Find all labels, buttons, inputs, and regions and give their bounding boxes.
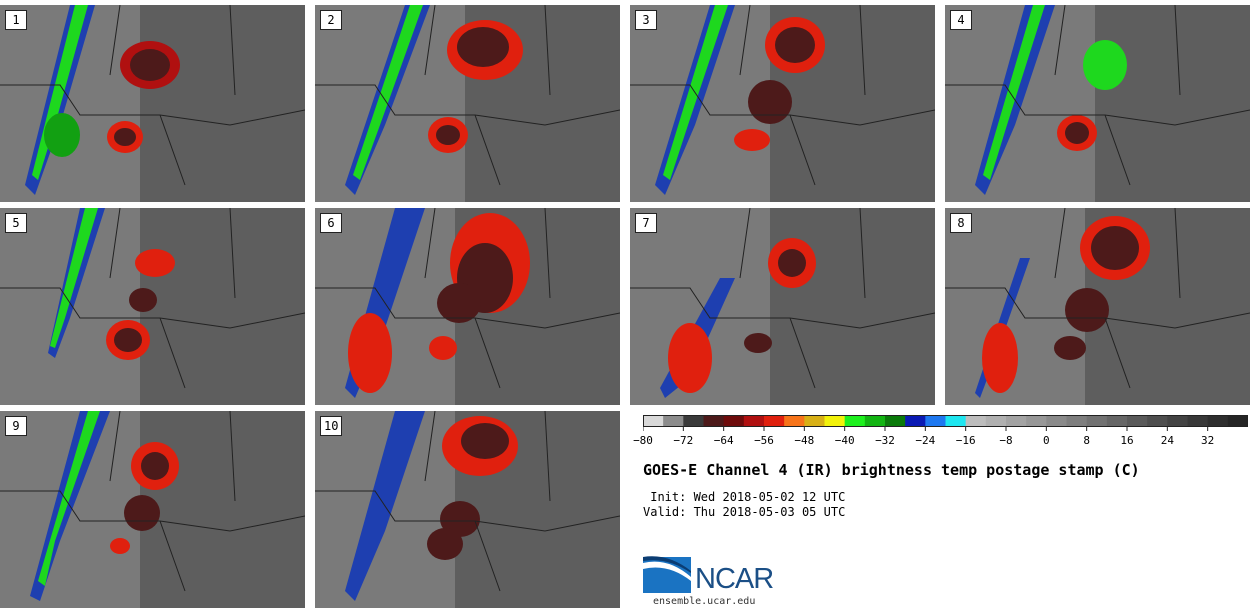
colorbar-tick-label: −16 bbox=[955, 434, 976, 447]
colorbar-tick-label: 32 bbox=[1201, 434, 1215, 447]
panel-number: 8 bbox=[950, 213, 972, 233]
colorbar-swatch bbox=[743, 415, 765, 427]
panel-number: 9 bbox=[5, 416, 27, 436]
colorbar-tick-label: −40 bbox=[834, 434, 855, 447]
colorbar-tick-label: −8 bbox=[999, 434, 1013, 447]
ensemble-panel-6: 6 bbox=[315, 208, 620, 405]
panel-number: 5 bbox=[5, 213, 27, 233]
temperature-colorbar bbox=[643, 415, 1248, 431]
colorbar-tick-label: −48 bbox=[794, 434, 815, 447]
ir-map bbox=[630, 208, 935, 405]
colorbar-tick-label: 0 bbox=[1043, 434, 1050, 447]
colorbar-tick-label: −24 bbox=[915, 434, 936, 447]
colorbar-tick-label: −80 bbox=[633, 434, 653, 447]
panel-number: 7 bbox=[635, 213, 657, 233]
panel-number: 2 bbox=[320, 10, 342, 30]
colorbar-swatch bbox=[663, 415, 684, 427]
colorbar-swatch bbox=[945, 415, 967, 427]
colorbar-swatch bbox=[885, 415, 906, 427]
colorbar-swatch bbox=[643, 415, 664, 427]
ensemble-panel-5: 5 bbox=[0, 208, 305, 405]
ir-map bbox=[0, 208, 305, 405]
ncar-wordmark: NCAR bbox=[695, 563, 774, 595]
ncar-url[interactable]: ensemble.ucar.edu bbox=[653, 596, 756, 607]
colorbar-swatch bbox=[1187, 415, 1209, 427]
colorbar-swatch bbox=[703, 415, 725, 427]
colorbar-swatch bbox=[985, 415, 1007, 427]
panel-number: 10 bbox=[320, 416, 343, 436]
figure-title: GOES-E Channel 4 (IR) brightness temp po… bbox=[643, 461, 1140, 479]
colorbar-swatch bbox=[1086, 415, 1108, 427]
colorbar-swatch bbox=[1147, 415, 1168, 427]
colorbar-tick-label: −32 bbox=[875, 434, 895, 447]
colorbar-swatch bbox=[1046, 415, 1067, 427]
panel-number: 3 bbox=[635, 10, 657, 30]
colorbar-tick-label: 8 bbox=[1083, 434, 1090, 447]
panel-number: 4 bbox=[950, 10, 972, 30]
colorbar-swatch bbox=[1127, 415, 1148, 427]
colorbar-swatch bbox=[1026, 415, 1047, 427]
ir-map bbox=[315, 411, 620, 608]
ensemble-panel-8: 8 bbox=[945, 208, 1250, 405]
colorbar-swatch bbox=[784, 415, 805, 427]
ncar-logo-icon bbox=[643, 556, 691, 593]
ensemble-panel-7: 7 bbox=[630, 208, 935, 405]
colorbar-swatch bbox=[844, 415, 866, 427]
ensemble-panel-1: 1 bbox=[0, 5, 305, 202]
colorbar-tick-label: −72 bbox=[673, 434, 694, 447]
colorbar-swatch bbox=[1207, 415, 1229, 427]
colorbar-tick-label: 16 bbox=[1120, 434, 1134, 447]
ensemble-panel-3: 3 bbox=[630, 5, 935, 202]
colorbar-swatch bbox=[1167, 415, 1188, 427]
colorbar-swatch bbox=[1106, 415, 1128, 427]
ir-map bbox=[945, 208, 1250, 405]
panel-number: 1 bbox=[5, 10, 27, 30]
init-time: Init: Wed 2018-05-02 12 UTC bbox=[643, 490, 846, 504]
colorbar-swatch bbox=[824, 415, 846, 427]
ir-map bbox=[315, 5, 620, 202]
panel-number: 6 bbox=[320, 213, 342, 233]
ensemble-panel-9: 9 bbox=[0, 411, 305, 608]
colorbar-swatch bbox=[1066, 415, 1088, 427]
ir-map bbox=[0, 5, 305, 202]
colorbar-tick-label: 24 bbox=[1160, 434, 1174, 447]
ensemble-panel-2: 2 bbox=[315, 5, 620, 202]
ir-map bbox=[0, 411, 305, 608]
colorbar-tick-label: −56 bbox=[754, 434, 774, 447]
colorbar-swatch bbox=[804, 415, 825, 427]
valid-time: Valid: Thu 2018-05-03 05 UTC bbox=[643, 505, 846, 519]
colorbar-swatch bbox=[1227, 415, 1248, 427]
ensemble-panel-10: 10 bbox=[315, 411, 620, 608]
colorbar-tick-label: −64 bbox=[713, 434, 734, 447]
colorbar-swatch bbox=[683, 415, 704, 427]
colorbar-swatch bbox=[925, 415, 946, 427]
colorbar-swatch bbox=[905, 415, 926, 427]
colorbar-swatch bbox=[965, 415, 987, 427]
colorbar-swatch bbox=[723, 415, 745, 427]
colorbar-swatch bbox=[764, 415, 785, 427]
ir-map bbox=[945, 5, 1250, 202]
colorbar-swatch bbox=[1006, 415, 1027, 427]
ir-map bbox=[630, 5, 935, 202]
ir-map bbox=[315, 208, 620, 405]
ensemble-panel-4: 4 bbox=[945, 5, 1250, 202]
colorbar-swatch bbox=[864, 415, 886, 427]
